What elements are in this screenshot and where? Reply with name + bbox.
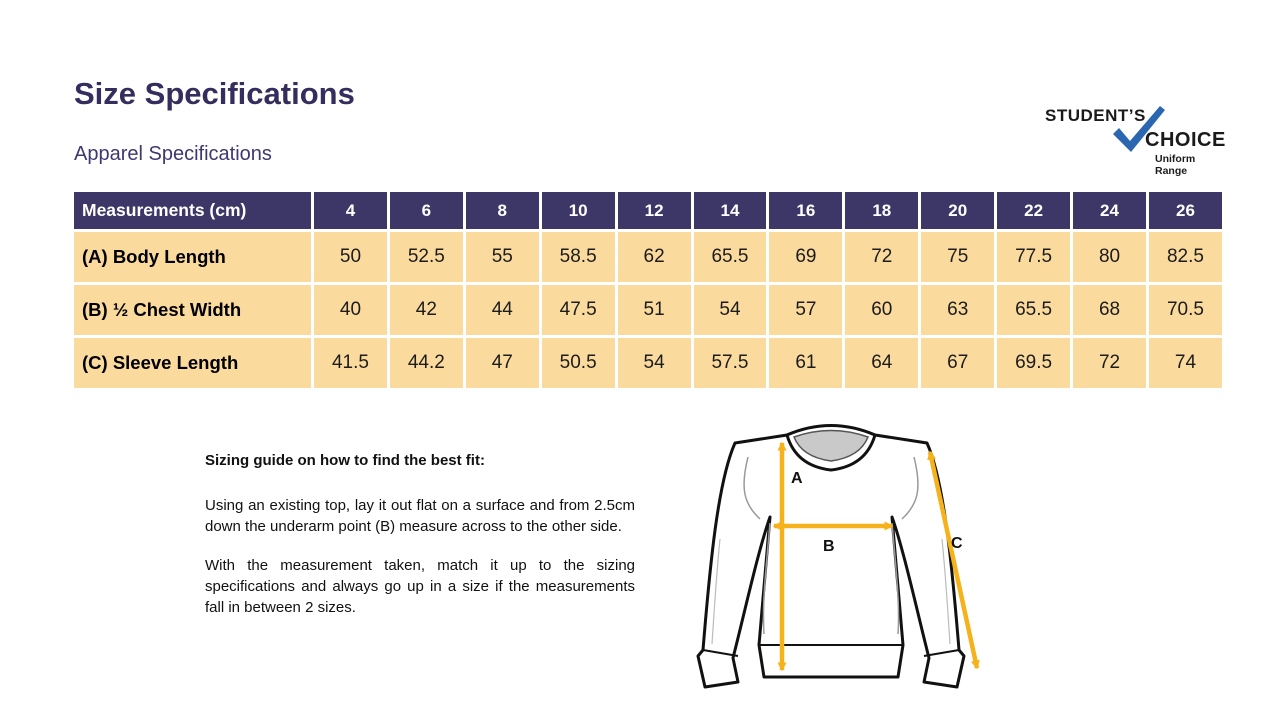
size-cell: 44 xyxy=(462,282,542,338)
size-cell: 74 xyxy=(1145,335,1226,391)
diagram-label-b: B xyxy=(823,538,835,555)
size-cell: 70.5 xyxy=(1145,282,1226,338)
size-cell: 52.5 xyxy=(386,229,466,285)
checkmark-icon xyxy=(1113,106,1165,152)
size-cell: 57 xyxy=(766,282,846,338)
size-cell: 72 xyxy=(842,229,922,285)
sweater-collar xyxy=(785,424,877,472)
size-cell: 40 xyxy=(311,282,390,338)
row-label: (C) Sleeve Length xyxy=(71,335,314,391)
size-col-header: 12 xyxy=(614,189,694,232)
arrow-c-sleeve-length xyxy=(927,450,980,670)
size-cell: 64 xyxy=(842,335,922,391)
size-cell: 44.2 xyxy=(386,335,466,391)
students-choice-logo: STUDENT’S CHOICE Uniform Range xyxy=(1045,104,1230,177)
size-cell: 51 xyxy=(614,282,694,338)
size-cell: 60 xyxy=(842,282,922,338)
size-cell: 61 xyxy=(766,335,846,391)
size-cell: 63 xyxy=(918,282,998,338)
size-col-header: 8 xyxy=(462,189,542,232)
size-col-header: 16 xyxy=(766,189,846,232)
size-cell: 54 xyxy=(614,335,694,391)
size-cell: 80 xyxy=(1070,229,1149,285)
size-col-header: 20 xyxy=(918,189,998,232)
size-col-header: Measurements (cm) xyxy=(71,189,314,232)
measurement-arrows xyxy=(772,441,980,672)
size-col-header: 22 xyxy=(994,189,1074,232)
page-title: Size Specifications xyxy=(74,76,355,111)
size-cell: 69 xyxy=(766,229,846,285)
logo-text-choice: CHOICE xyxy=(1145,129,1226,151)
size-cell: 65.5 xyxy=(994,282,1074,338)
size-cell: 50.5 xyxy=(538,335,618,391)
table-row: (B) ½ Chest Width 40 42 44 47.5 51 54 57… xyxy=(71,282,1226,338)
size-specifications-table: Measurements (cm) 4 6 8 10 12 14 16 18 2… xyxy=(71,189,1226,391)
size-cell: 55 xyxy=(462,229,542,285)
logo-text-students: STUDENT’S xyxy=(1045,106,1146,125)
sizing-guide-paragraph-1: Using an existing top, lay it out flat o… xyxy=(205,497,635,536)
diagram-label-c: C xyxy=(951,535,963,552)
table-row: (A) Body Length 50 52.5 55 58.5 62 65.5 … xyxy=(71,229,1226,285)
size-cell: 41.5 xyxy=(311,335,390,391)
diagram-label-a: A xyxy=(791,470,803,487)
table-header-row: Measurements (cm) 4 6 8 10 12 14 16 18 2… xyxy=(71,189,1226,232)
size-cell: 62 xyxy=(614,229,694,285)
size-cell: 42 xyxy=(386,282,466,338)
size-col-header: 14 xyxy=(690,189,770,232)
table-row: (C) Sleeve Length 41.5 44.2 47 50.5 54 5… xyxy=(71,335,1226,391)
size-cell: 72 xyxy=(1070,335,1149,391)
size-cell: 50 xyxy=(311,229,390,285)
size-cell: 77.5 xyxy=(994,229,1074,285)
sizing-guide-paragraph-2: With the measurement taken, match it up … xyxy=(205,556,635,617)
size-cell: 47.5 xyxy=(538,282,618,338)
size-cell: 68 xyxy=(1070,282,1149,338)
sweater-measurement-diagram: A B C xyxy=(696,424,980,689)
size-cell: 57.5 xyxy=(690,335,770,391)
page-subtitle: Apparel Specifications xyxy=(74,143,272,165)
row-label: (A) Body Length xyxy=(71,229,314,285)
size-col-header: 18 xyxy=(842,189,922,232)
size-col-header: 26 xyxy=(1145,189,1226,232)
row-label: (B) ½ Chest Width xyxy=(71,282,314,338)
size-col-header: 4 xyxy=(311,189,390,232)
size-cell: 65.5 xyxy=(690,229,770,285)
size-cell: 67 xyxy=(918,335,998,391)
logo-text-uniform-range: Uniform Range xyxy=(1155,153,1196,177)
sizing-guide: Sizing guide on how to find the best fit… xyxy=(205,452,635,635)
size-cell: 75 xyxy=(918,229,998,285)
size-col-header: 24 xyxy=(1070,189,1149,232)
size-cell: 69.5 xyxy=(994,335,1074,391)
size-col-header: 6 xyxy=(386,189,466,232)
size-cell: 47 xyxy=(462,335,542,391)
size-cell: 58.5 xyxy=(538,229,618,285)
size-cell: 82.5 xyxy=(1145,229,1226,285)
size-cell: 54 xyxy=(690,282,770,338)
sizing-guide-heading: Sizing guide on how to find the best fit… xyxy=(205,452,485,469)
size-col-header: 10 xyxy=(538,189,618,232)
